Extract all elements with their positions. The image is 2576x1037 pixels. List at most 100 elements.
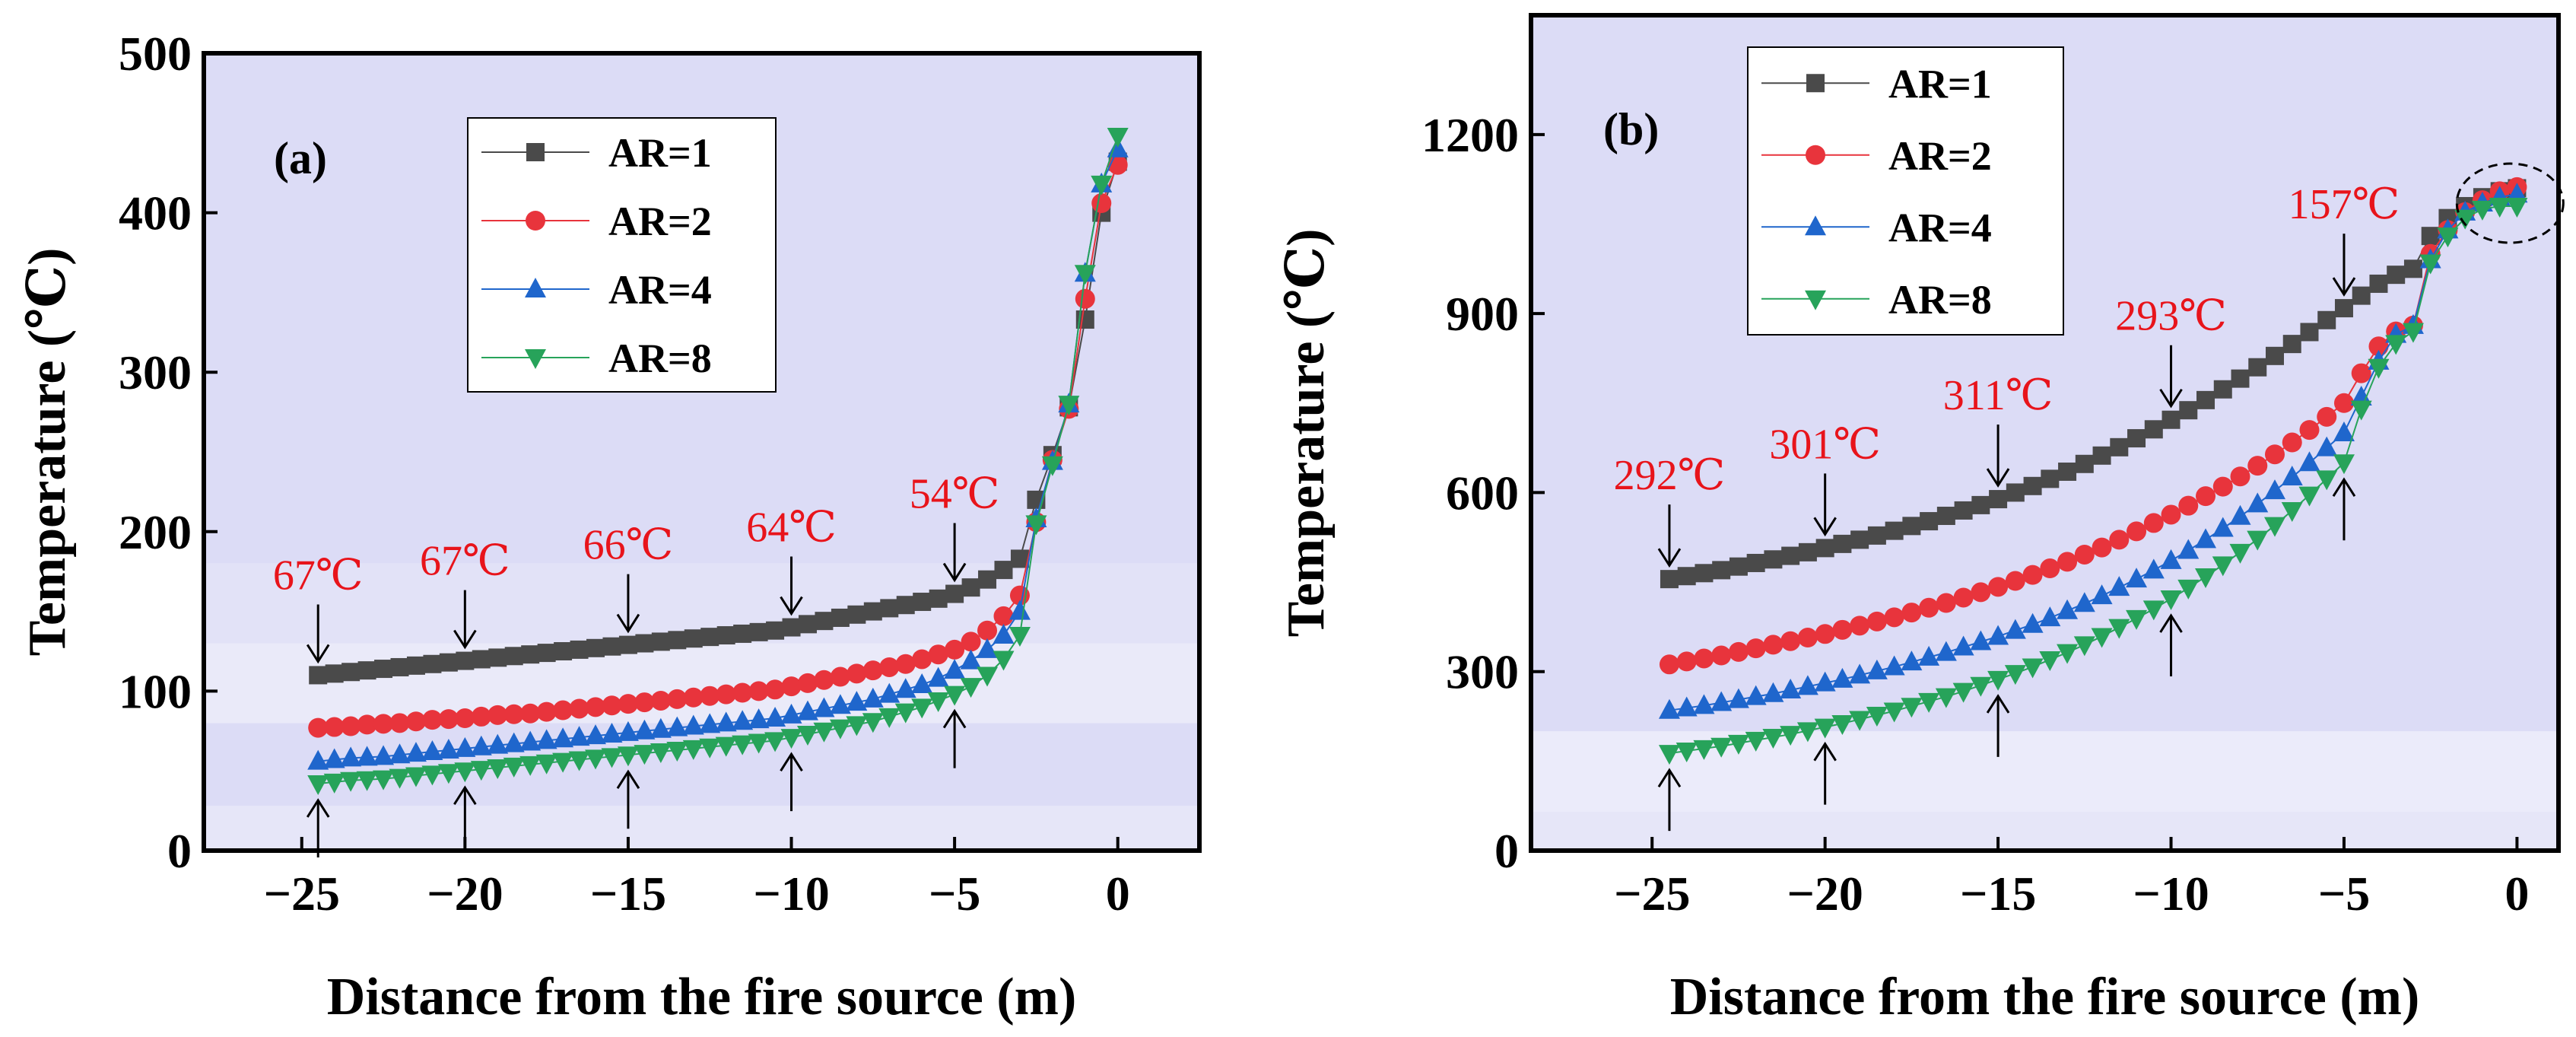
data-point-AR=8 <box>373 770 395 790</box>
data-point-AR=4 <box>1796 675 1818 695</box>
data-point-AR=1 <box>521 645 540 664</box>
data-point-AR=2 <box>830 666 850 687</box>
data-point-AR=2 <box>1953 587 1974 608</box>
data-point-AR=1 <box>586 638 605 657</box>
x-tick-label: −20 <box>427 867 503 921</box>
data-point-AR=2 <box>634 692 655 713</box>
y-tick-label: 0 <box>1494 824 1519 878</box>
data-point-AR=2 <box>2196 486 2216 507</box>
data-point-AR=2 <box>2212 476 2233 497</box>
data-point-AR=8 <box>2091 628 2113 648</box>
data-point-AR=8 <box>2368 358 2390 379</box>
data-point-AR=2 <box>945 639 965 660</box>
data-point-AR=2 <box>1936 593 1956 613</box>
data-point-AR=2 <box>553 700 573 720</box>
annotation-label: 67℃ <box>273 552 364 599</box>
data-point-AR=8 <box>1762 728 1784 749</box>
legend-label: AR=1 <box>1888 61 1992 107</box>
data-point-AR=4 <box>519 730 542 751</box>
annotation-arrowhead <box>306 644 330 664</box>
data-point-AR=4 <box>764 707 786 727</box>
annotation-arrowhead <box>1657 548 1682 568</box>
data-point-AR=4 <box>1658 698 1680 719</box>
data-point-AR=2 <box>1850 616 1870 636</box>
data-point-AR=1 <box>2334 299 2353 318</box>
data-point-AR=2 <box>1919 597 1939 618</box>
data-point-AR=1 <box>978 570 997 589</box>
data-point-AR=4 <box>2212 517 2234 537</box>
data-point-AR=1 <box>2127 429 2146 448</box>
legend-label: AR=2 <box>1888 133 1992 179</box>
data-point-AR=2 <box>928 644 948 665</box>
data-point-AR=4 <box>2316 436 2338 456</box>
data-point-AR=4 <box>1727 688 1749 708</box>
annotation-arrowhead <box>2332 477 2356 498</box>
data-point-AR=2 <box>422 710 443 730</box>
data-point-AR=1 <box>1712 561 1731 580</box>
data-point-AR=2 <box>2005 571 2025 591</box>
data-point-AR=1 <box>1885 521 1904 540</box>
data-point-AR=8 <box>682 740 704 760</box>
data-point-AR=8 <box>568 751 590 771</box>
data-point-AR=1 <box>2231 369 2250 388</box>
data-point-AR=2 <box>814 670 834 690</box>
annotation-arrowhead <box>2332 277 2356 297</box>
data-point-AR=8 <box>323 773 345 794</box>
data-point-AR=4 <box>2126 568 2148 588</box>
data-point-AR=8 <box>1866 706 1888 727</box>
data-point-AR=2 <box>602 695 622 716</box>
x-tick-label: −15 <box>1960 867 2036 921</box>
legend-marker-AR=4 <box>525 278 546 297</box>
data-point-AR=4 <box>552 727 574 748</box>
data-point-AR=4 <box>307 749 329 770</box>
data-point-AR=2 <box>993 606 1014 626</box>
data-point-AR=2 <box>2333 393 2354 413</box>
data-point-AR=1 <box>945 584 964 603</box>
data-point-AR=8 <box>634 745 656 765</box>
data-point-AR=8 <box>1008 627 1031 647</box>
data-point-AR=1 <box>2213 380 2232 399</box>
data-point-AR=8 <box>862 713 884 733</box>
data-point-AR=4 <box>340 746 362 767</box>
data-point-AR=2 <box>2368 336 2389 357</box>
data-point-AR=8 <box>340 771 362 792</box>
data-point-AR=2 <box>1866 611 1887 631</box>
data-point-AR=2 <box>977 620 998 641</box>
y-tick-label: 600 <box>1446 466 1519 520</box>
data-point-AR=4 <box>373 745 395 765</box>
data-point-AR=8 <box>1780 726 1802 746</box>
data-point-AR=8 <box>454 762 476 783</box>
data-point-AR=8 <box>356 771 378 791</box>
data-point-AR=2 <box>503 704 524 724</box>
data-point-AR=1 <box>651 632 670 651</box>
data-point-AR=1 <box>2023 476 2042 495</box>
data-point-AR=4 <box>894 678 916 698</box>
data-point-AR=1 <box>488 648 507 667</box>
data-point-AR=2 <box>862 660 883 681</box>
data-point-AR=8 <box>1935 688 1957 708</box>
data-point-AR=2 <box>488 705 508 725</box>
data-point-AR=1 <box>847 605 866 624</box>
data-point-AR=4 <box>796 700 818 720</box>
data-point-AR=8 <box>1745 731 1767 752</box>
y-axis-title: Temperature (℃) <box>18 248 77 657</box>
legend-label: AR=4 <box>608 267 712 313</box>
annotation-label: 301℃ <box>1769 421 1881 468</box>
data-point-AR=4 <box>1745 685 1767 705</box>
data-point-AR=4 <box>601 722 623 743</box>
data-point-AR=1 <box>2352 286 2371 305</box>
data-point-AR=1 <box>929 589 948 608</box>
legend-label: AR=4 <box>1888 205 1992 250</box>
data-point-AR=2 <box>536 701 557 722</box>
data-point-AR=8 <box>2471 200 2493 221</box>
data-point-AR=2 <box>2351 363 2371 383</box>
data-point-AR=2 <box>650 690 671 711</box>
data-point-AR=8 <box>585 749 607 770</box>
data-point-AR=8 <box>764 732 786 752</box>
data-point-AR=4 <box>780 703 802 724</box>
data-point-AR=2 <box>455 708 475 729</box>
data-point-AR=1 <box>1971 495 1990 514</box>
plot-background-band <box>204 806 1199 851</box>
data-point-AR=8 <box>732 735 754 755</box>
data-point-AR=2 <box>781 676 802 697</box>
